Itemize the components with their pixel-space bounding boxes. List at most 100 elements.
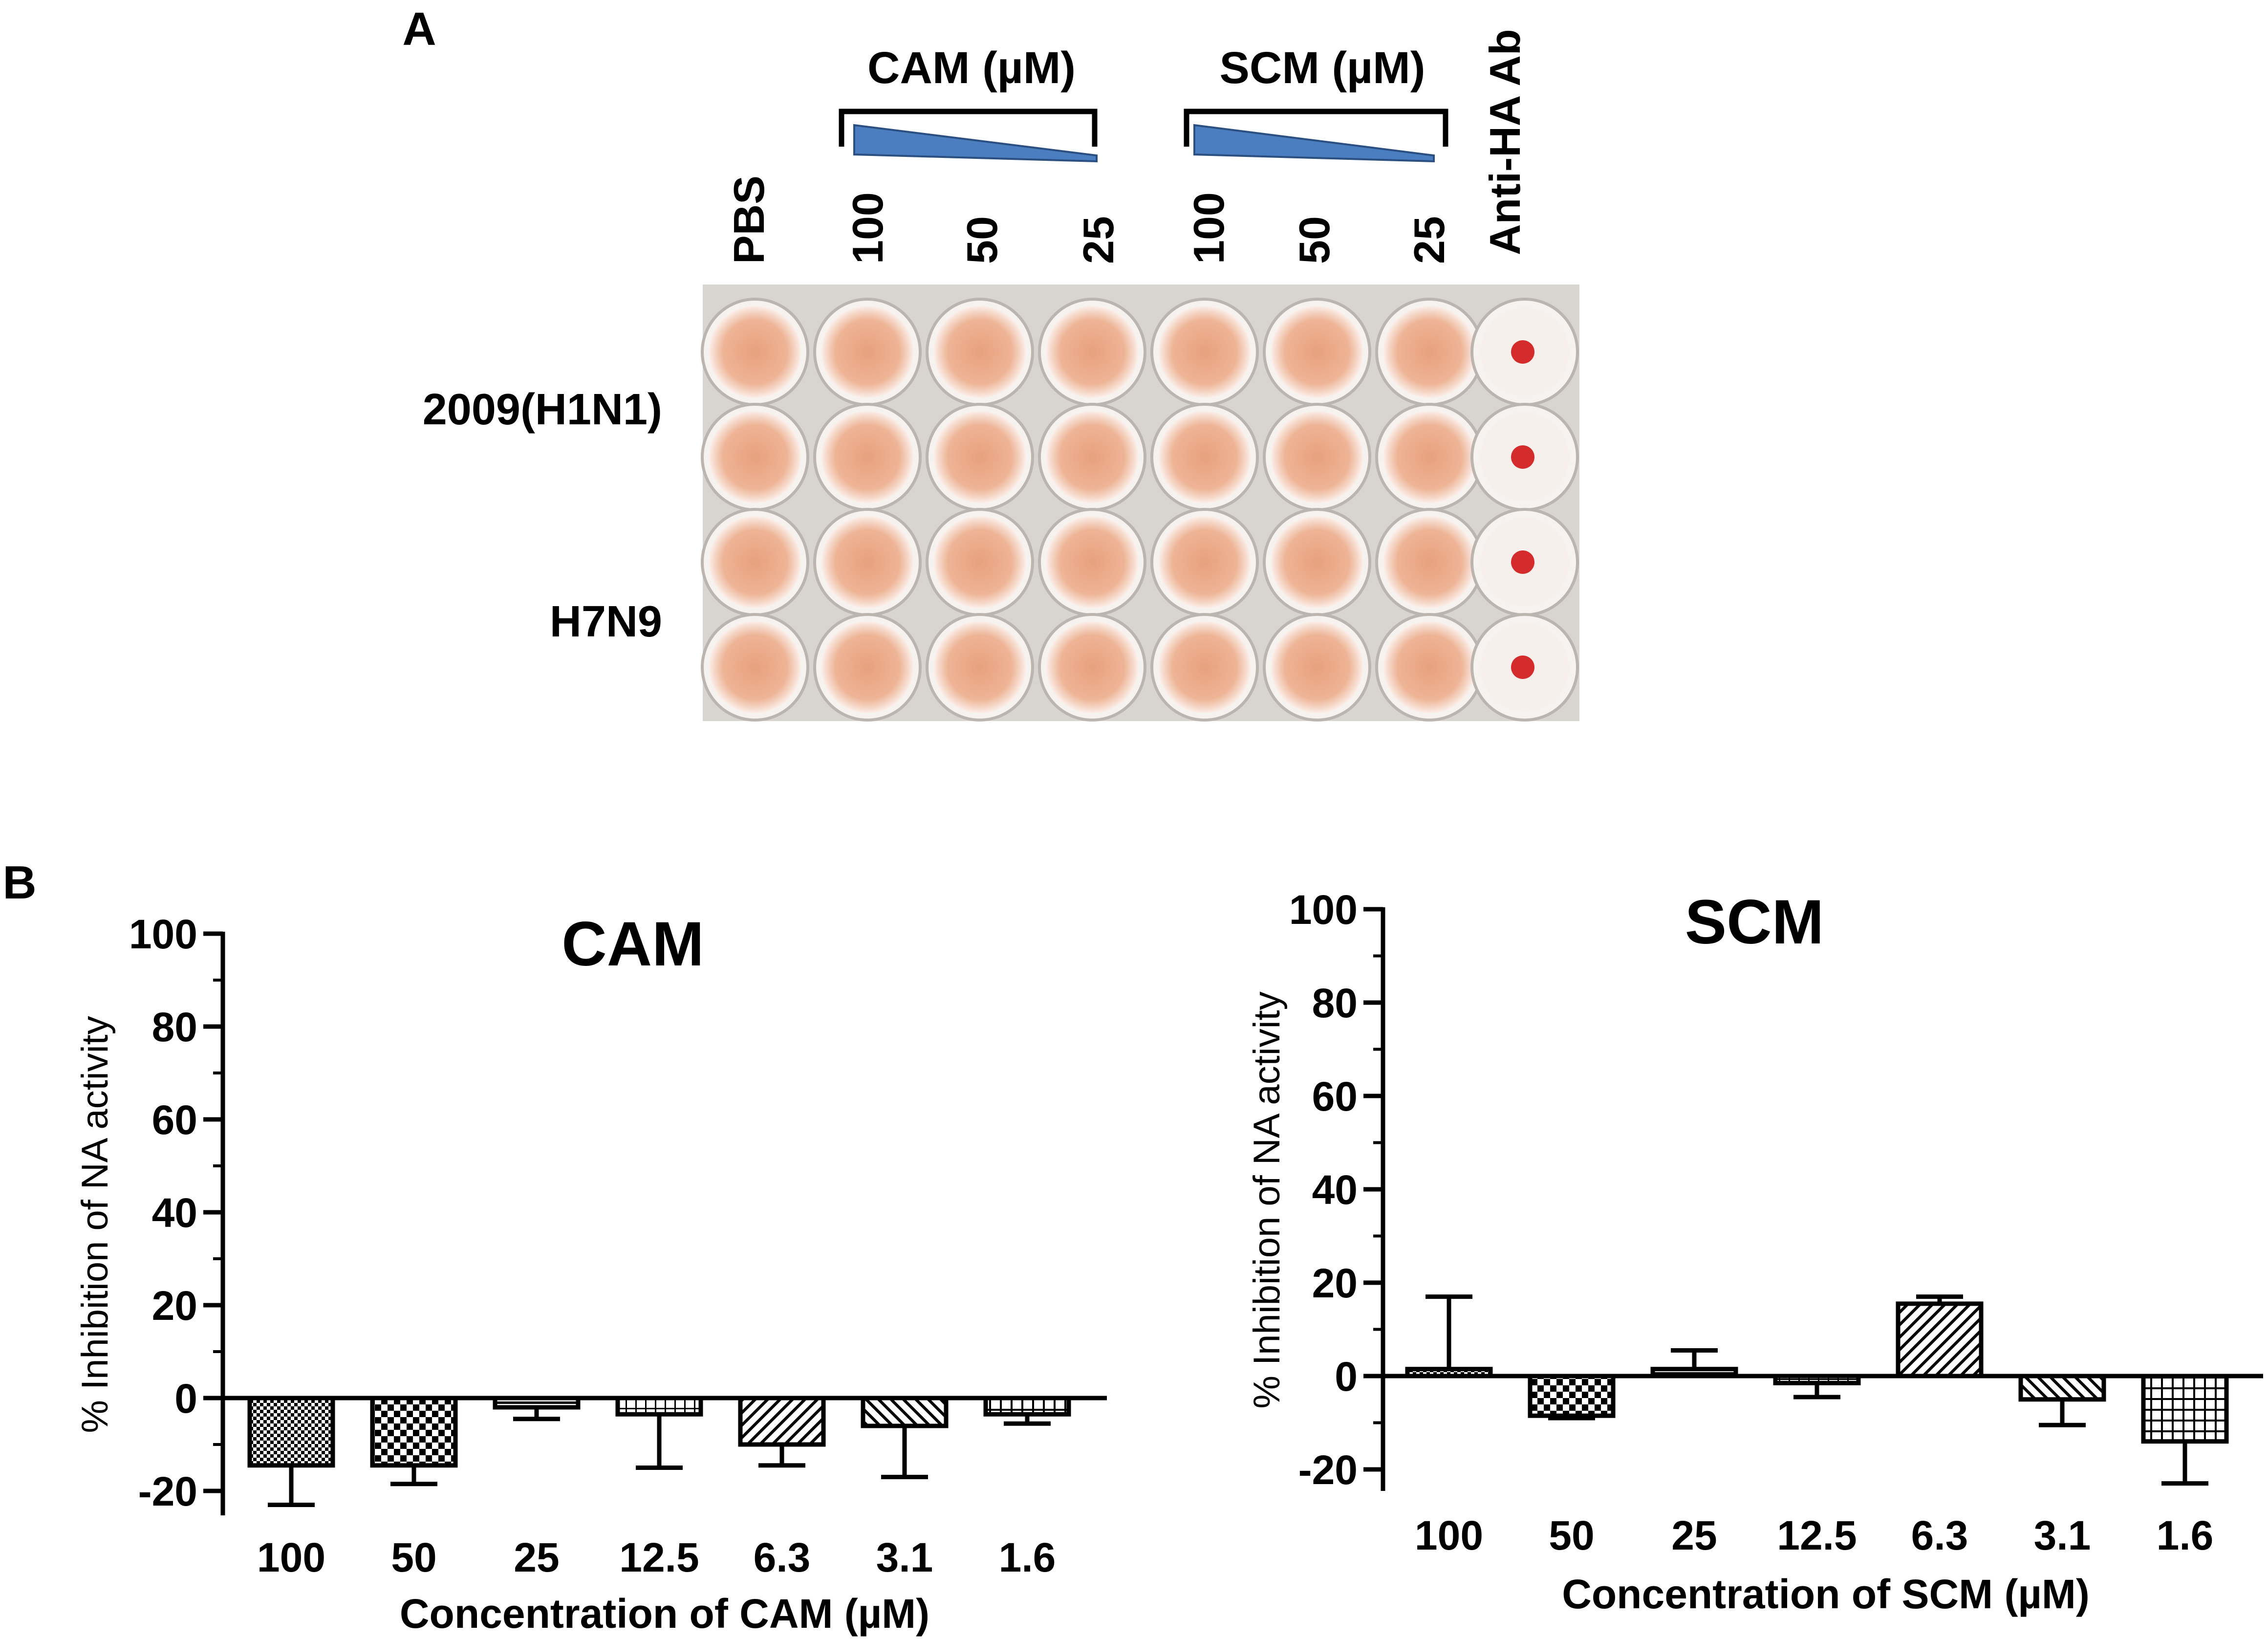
well <box>1159 411 1251 503</box>
bar <box>1896 1301 1984 1378</box>
x-tick-label: 12.5 <box>619 1534 699 1580</box>
well <box>934 411 1026 503</box>
well <box>1271 621 1363 713</box>
well <box>1046 516 1138 608</box>
y-tick-label: 100 <box>129 911 197 957</box>
y-tick-label: 20 <box>152 1283 197 1329</box>
x-axis-label: Concentration of CAM (µM) <box>400 1591 929 1637</box>
y-tick-label: 60 <box>1312 1073 1358 1119</box>
y-tick-label: 0 <box>174 1376 197 1422</box>
x-tick-label: 3.1 <box>2034 1512 2091 1558</box>
scm-bracket <box>1184 109 1448 147</box>
bar <box>2018 1374 2106 1402</box>
chart-title: CAM <box>562 909 704 979</box>
column-labels: PBS 100 50 25 100 50 25 Anti-HA Ab <box>725 29 1529 264</box>
y-tick-label: -20 <box>138 1468 197 1514</box>
well <box>821 411 913 503</box>
well <box>1271 306 1363 398</box>
y-tick-label: 80 <box>1312 980 1358 1026</box>
panel-a-label: A <box>402 3 436 55</box>
bar <box>247 1396 335 1468</box>
cam-wedge <box>853 124 1098 163</box>
y-tick-label: 40 <box>152 1190 197 1236</box>
well <box>1159 306 1251 398</box>
well <box>1271 411 1363 503</box>
x-tick-label: 100 <box>1415 1512 1483 1558</box>
well <box>821 621 913 713</box>
well <box>1271 516 1363 608</box>
well <box>1383 411 1475 503</box>
row-label-h7n9: H7N9 <box>550 597 662 646</box>
panel-b: B CAM -20 0 20 40 60 80 100 % Inhibition of NA a… <box>2 856 2263 1637</box>
x-tick-label: 3.1 <box>876 1534 933 1580</box>
x-tick-label: 25 <box>514 1534 559 1580</box>
well <box>709 411 801 503</box>
bar <box>983 1396 1071 1417</box>
scm-wedge <box>1193 124 1435 163</box>
well <box>934 306 1026 398</box>
x-tick-label: 12.5 <box>1777 1512 1857 1558</box>
x-tick-label: 6.3 <box>1911 1512 1968 1558</box>
well <box>821 516 913 608</box>
well <box>709 306 801 398</box>
bar <box>370 1396 458 1468</box>
cam-bracket <box>839 109 1098 147</box>
well <box>1383 621 1475 713</box>
x-tick-label: 6.3 <box>754 1534 811 1580</box>
column-label-scm-100: 100 <box>1185 192 1233 264</box>
rbc-pellet <box>1511 445 1534 469</box>
y-tick-label: 60 <box>152 1097 197 1143</box>
cam-header: CAM (µM) <box>867 43 1076 93</box>
column-label-anti-ha-ab: Anti-HA Ab <box>1481 29 1529 255</box>
x-tick-label: 1.6 <box>999 1534 1056 1580</box>
y-tick-label: 80 <box>152 1004 197 1050</box>
scm-header: SCM (µM) <box>1220 43 1426 93</box>
y-tick-label: 40 <box>1312 1167 1358 1213</box>
panel-b-label: B <box>2 856 36 909</box>
column-label-scm-25: 25 <box>1405 216 1453 264</box>
column-label-cam-100: 100 <box>843 192 892 264</box>
cam-header-group: CAM (µM) <box>839 43 1098 163</box>
well <box>1159 516 1251 608</box>
well <box>1383 516 1475 608</box>
bar <box>738 1396 826 1447</box>
x-tick-label: 50 <box>391 1534 436 1580</box>
wells <box>701 298 1579 722</box>
scm-header-group: SCM (µM) <box>1184 43 1448 163</box>
well <box>1046 306 1138 398</box>
bar <box>1528 1374 1616 1418</box>
column-label-cam-25: 25 <box>1074 216 1123 264</box>
well <box>934 621 1026 713</box>
y-tick-label: 0 <box>1335 1354 1358 1400</box>
bar <box>2141 1374 2229 1444</box>
y-tick-label: 20 <box>1312 1260 1358 1306</box>
panel-a: A CAM (µM) SCM (µM) PBS 100 50 25 100 50… <box>402 3 1579 722</box>
y-tick-label: -20 <box>1298 1447 1358 1493</box>
well <box>1046 411 1138 503</box>
y-tick-label: 100 <box>1289 887 1358 933</box>
chart-title: SCM <box>1685 887 1824 957</box>
column-label-scm-50: 50 <box>1290 216 1339 264</box>
cam-chart: CAM -20 0 20 40 60 80 100 % Inhibition of NA act… <box>74 909 1107 1637</box>
y-axis-label: % Inhibition of NA activity <box>74 1016 116 1433</box>
column-label-pbs: PBS <box>725 175 773 264</box>
well <box>1383 306 1475 398</box>
bar <box>615 1396 703 1417</box>
y-axis-label: % Inhibition of NA activity <box>1246 991 1288 1408</box>
x-tick-label: 100 <box>257 1534 325 1580</box>
x-tick-label: 1.6 <box>2157 1512 2214 1558</box>
rbc-pellet <box>1511 656 1534 679</box>
x-tick-label: 25 <box>1671 1512 1717 1558</box>
bar <box>861 1396 949 1428</box>
rbc-pellet <box>1511 340 1534 364</box>
x-tick-label: 50 <box>1549 1512 1594 1558</box>
x-axis-label: Concentration of SCM (µM) <box>1562 1571 2090 1617</box>
rbc-pellet <box>1511 550 1534 574</box>
scm-chart: SCM -20 0 20 40 60 80 100 % Inhibition of NA act… <box>1246 887 2263 1617</box>
well <box>1159 621 1251 713</box>
well <box>709 516 801 608</box>
well <box>934 516 1026 608</box>
column-label-cam-50: 50 <box>958 216 1006 264</box>
row-label-h1n1: 2009(H1N1) <box>423 385 662 434</box>
